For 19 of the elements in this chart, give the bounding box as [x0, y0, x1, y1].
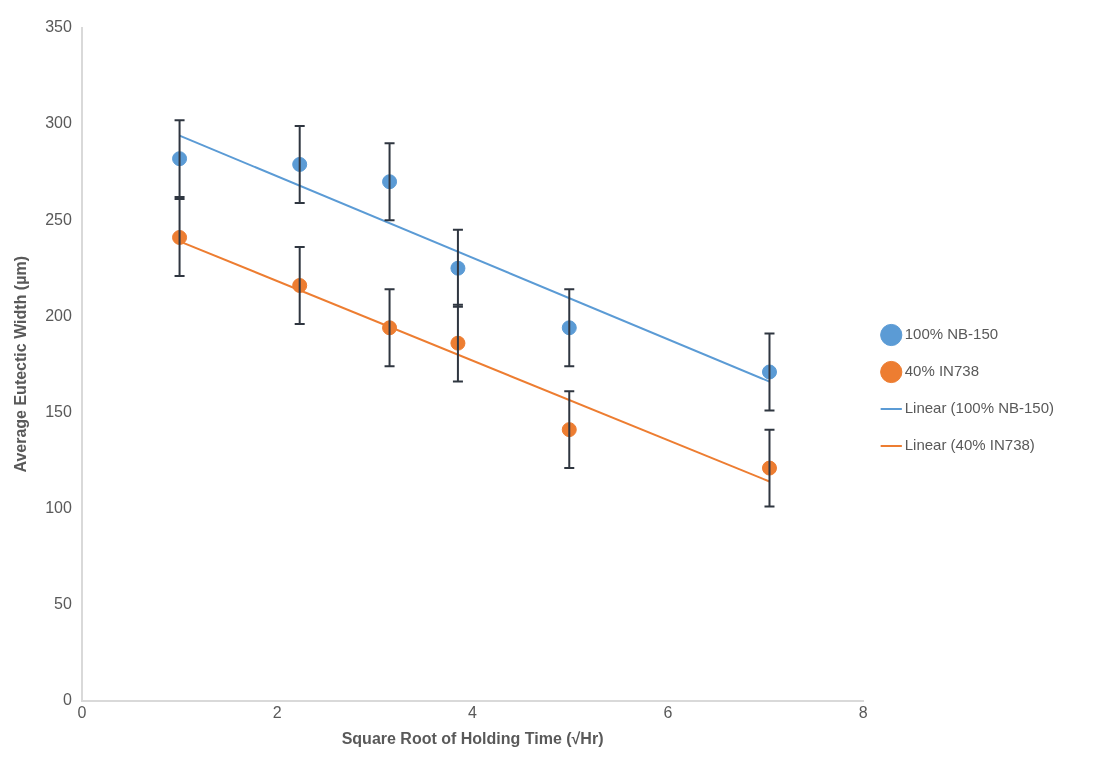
y-tick-label: 200: [45, 306, 72, 324]
x-tick-label: 6: [663, 703, 673, 721]
y-tick-label: 350: [45, 18, 72, 36]
y-tick-label: 100: [45, 498, 72, 516]
y-tick-label: 50: [54, 594, 72, 612]
y-tick-label: 150: [45, 402, 72, 420]
x-tick-label: 2: [272, 703, 282, 721]
x-tick-label: 8: [858, 703, 868, 721]
legend-label: Linear (40% IN738): [904, 436, 1035, 454]
x-tick-label: 0: [77, 703, 87, 721]
legend-label: 40% IN738: [904, 362, 979, 380]
y-tick-label: 250: [45, 210, 72, 228]
y-axis-title: Average Eutectic Width (µm): [12, 256, 30, 473]
y-tick-label: 300: [45, 114, 72, 132]
x-tick-label: 4: [468, 703, 478, 721]
y-tick-label: 0: [62, 691, 72, 709]
legend-label: Linear (100% NB-150): [904, 399, 1054, 417]
legend-label: 100% NB-150: [904, 325, 999, 343]
x-axis-title: Square Root of Holding Time (√Hr): [341, 729, 604, 747]
